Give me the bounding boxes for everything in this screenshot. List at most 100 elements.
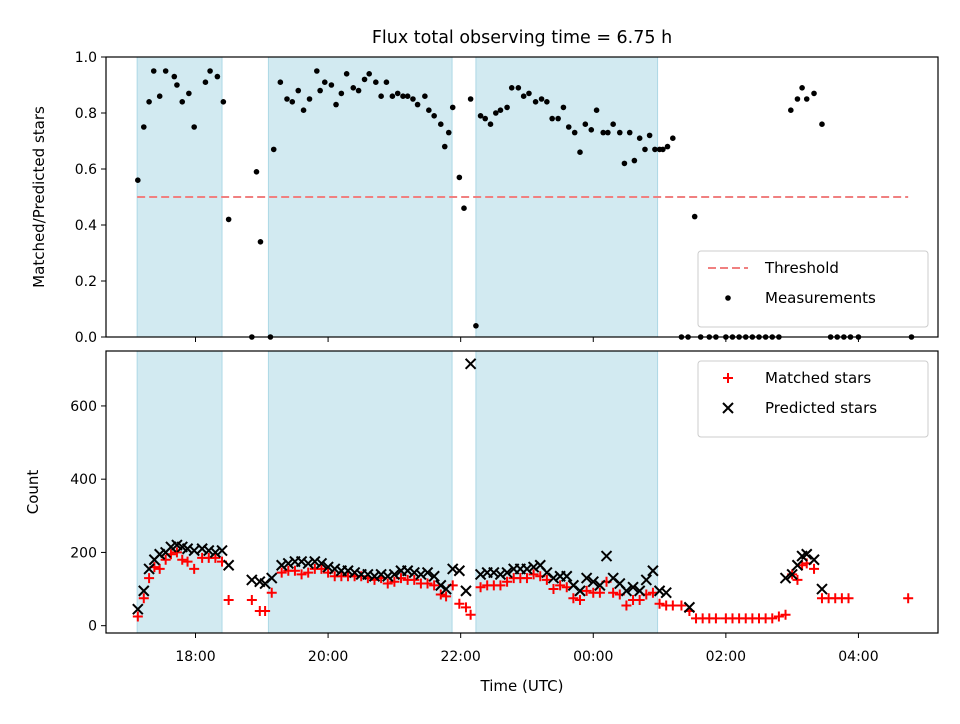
- predicted-star-point: [309, 555, 321, 568]
- plot-frame: [105, 56, 939, 338]
- predicted-star-point: [600, 550, 613, 562]
- matched-star-point: [260, 606, 271, 617]
- predicted-star-point: [132, 603, 144, 615]
- series-predicted-stars: [132, 358, 828, 615]
- matched-star-point: [710, 613, 721, 624]
- matched-star-point: [502, 576, 513, 587]
- measurement-point: [410, 96, 416, 102]
- measurement-point: [431, 113, 437, 119]
- matched-star-point: [382, 578, 393, 589]
- measurement-point: [449, 104, 456, 111]
- predicted-star-point: [521, 563, 533, 575]
- measurement-point: [660, 146, 666, 153]
- chart-title: Flux total observing time = 6.75 h: [372, 28, 672, 48]
- measurement-point: [538, 96, 545, 102]
- predicted-star-point: [415, 568, 427, 581]
- predicted-star-point: [547, 572, 560, 584]
- matched-star-point: [210, 552, 221, 563]
- y-axis-label: Matched/Predicted stars: [30, 106, 48, 288]
- measurement-point: [794, 96, 801, 102]
- measurement-point: [691, 213, 698, 220]
- predicted-star-point: [216, 544, 228, 557]
- measurement-point: [631, 157, 638, 164]
- predicted-star-point: [683, 601, 696, 614]
- matched-star-point: [435, 589, 446, 600]
- observing-interval-band: [136, 350, 223, 634]
- predicted-star-point: [362, 568, 374, 581]
- measurement-point: [504, 104, 510, 111]
- matched-star-point: [561, 582, 572, 593]
- measurement-point: [253, 169, 260, 175]
- observing-interval-band: [267, 350, 453, 634]
- predicted-star-point: [627, 581, 639, 593]
- predicted-star-point: [275, 559, 288, 571]
- predicted-star-point: [527, 561, 540, 573]
- y-axis-label: Count: [24, 470, 42, 515]
- measurement-point: [482, 115, 489, 122]
- y-tick-label: 0.0: [75, 330, 97, 346]
- matched-star-point: [465, 609, 476, 620]
- matched-star-point: [177, 554, 188, 565]
- matched-star-point: [154, 563, 165, 574]
- matched-star-point: [475, 582, 486, 593]
- matched-star-point: [594, 587, 605, 598]
- measurement-point: [414, 101, 421, 108]
- predicted-star-point: [342, 565, 354, 577]
- measurement-point: [366, 71, 372, 77]
- measurement-point: [508, 85, 515, 91]
- measurement-point: [788, 107, 794, 113]
- predicted-star-point: [488, 566, 500, 579]
- measurement-point: [394, 90, 401, 97]
- measurement-point: [441, 143, 448, 150]
- y-tick-label: 0: [88, 619, 97, 635]
- matched-star-point: [528, 569, 539, 580]
- matched-star-point: [495, 580, 506, 591]
- measurement-point: [811, 90, 817, 97]
- matched-star-point: [521, 573, 532, 584]
- matched-star-point: [608, 587, 619, 598]
- predicted-star-point: [501, 566, 513, 579]
- measurement-point: [593, 107, 600, 113]
- predicted-star-point: [322, 561, 334, 573]
- measurement-point: [378, 93, 384, 99]
- matched-star-point: [296, 569, 307, 580]
- matched-star-point: [460, 602, 471, 613]
- matched-star-point: [676, 600, 687, 611]
- matched-star-point: [555, 580, 566, 591]
- predicted-star-point: [401, 565, 414, 577]
- measurement-point: [456, 174, 463, 181]
- measurement-point: [445, 129, 452, 136]
- legend-box: [697, 360, 929, 438]
- predicted-star-point: [474, 568, 487, 581]
- matched-star-point: [182, 556, 193, 567]
- legend-matched-swatch: [723, 373, 733, 383]
- measurement-point: [473, 323, 479, 329]
- measurement-point: [497, 107, 504, 113]
- measurement-point: [493, 110, 499, 116]
- measurement-point: [621, 160, 628, 167]
- predicted-star-point: [428, 570, 440, 582]
- measurement-point: [225, 216, 232, 223]
- measurement-point: [461, 205, 467, 211]
- measurement-point: [257, 239, 264, 245]
- predicted-star-point: [348, 566, 361, 579]
- matched-star-point: [634, 595, 645, 606]
- matched-star-point: [144, 573, 155, 584]
- predicted-star-point: [196, 543, 208, 555]
- measurement-point: [426, 107, 432, 113]
- measurement-point: [179, 99, 186, 105]
- y-tick-label: 0.2: [75, 274, 97, 290]
- measurement-point: [174, 82, 180, 88]
- measurement-point: [389, 93, 396, 99]
- legend-label: Measurements: [765, 289, 876, 307]
- x-tick-label: 00:00: [573, 649, 613, 665]
- predicted-star-point: [282, 557, 295, 570]
- predicted-star-point: [295, 555, 308, 568]
- measurement-point: [150, 68, 157, 74]
- predicted-star-point: [791, 559, 804, 571]
- predicted-star-point: [786, 568, 798, 581]
- measurement-point: [652, 146, 658, 153]
- y-tick-label: 0.6: [75, 162, 97, 178]
- predicted-star-point: [594, 579, 606, 592]
